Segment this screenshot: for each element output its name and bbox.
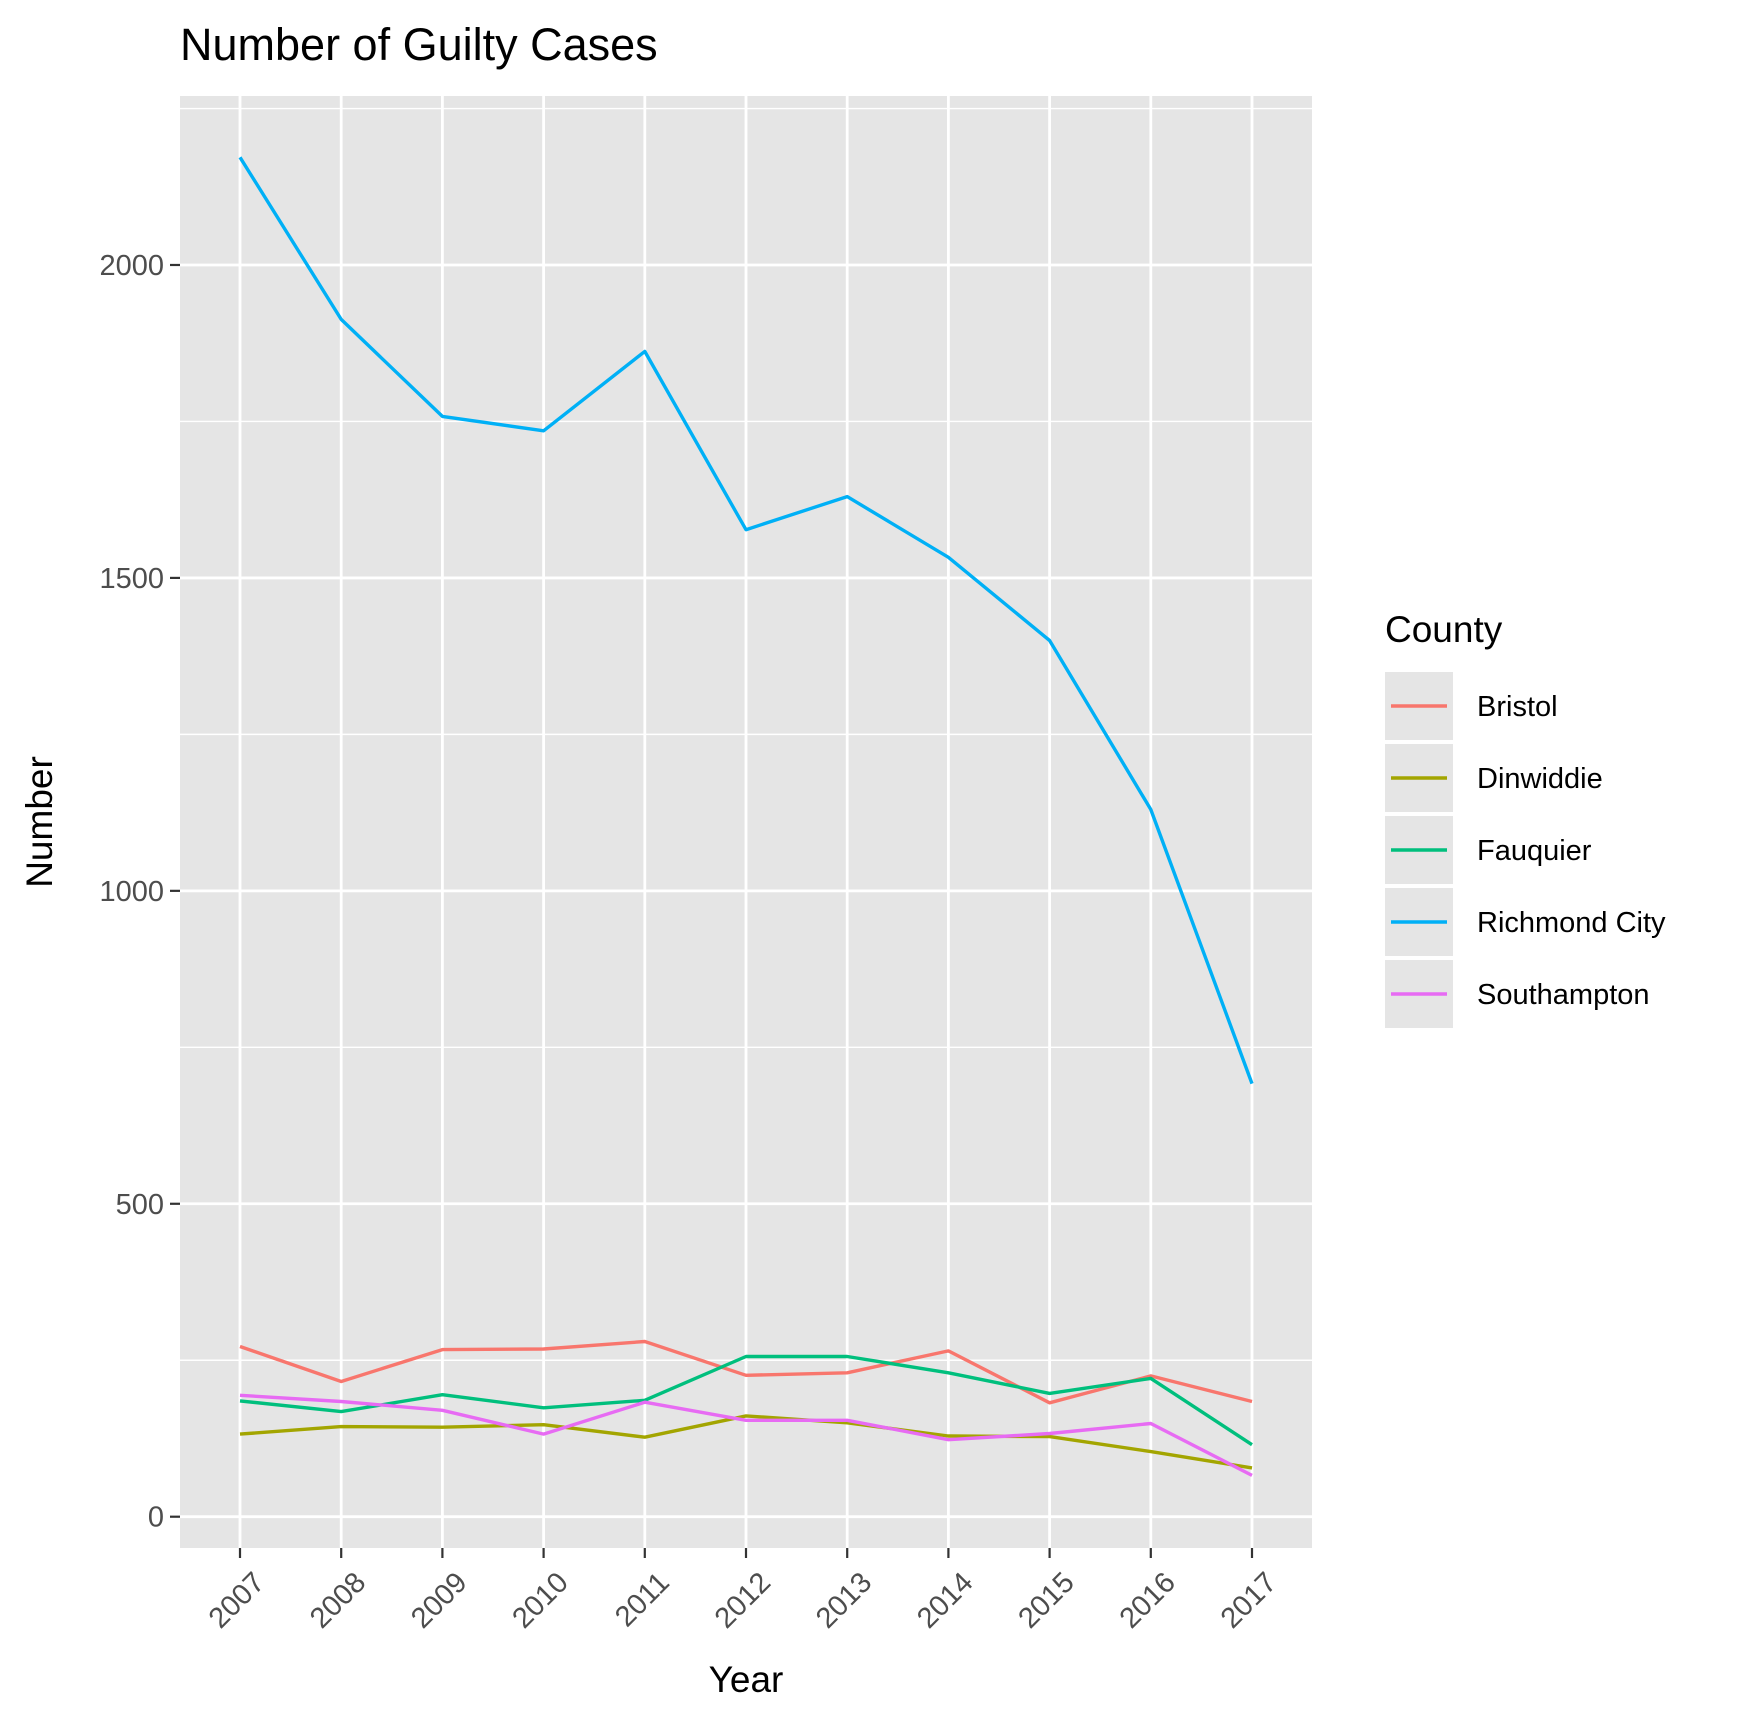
legend-item-richmond-city: Richmond City xyxy=(1385,888,1666,956)
y-tick-label: 1500 xyxy=(99,563,164,595)
series-line-richmond-city xyxy=(238,156,1254,1085)
series-line-southampton xyxy=(239,1393,1253,1477)
x-axis: 2007 2008 2009 2010 2011 2012 2013 2014 2015 2016… xyxy=(203,1548,1283,1635)
series-line-fauquier xyxy=(239,1354,1253,1447)
series-lines xyxy=(238,156,1254,1477)
legend-item-southampton: Southampton xyxy=(1385,960,1650,1028)
legend: County Bristol Dinwiddie Fauquier Richmond … xyxy=(1385,609,1666,1028)
chart-title: Number of Guilty Cases xyxy=(180,19,658,70)
series-line-bristol xyxy=(239,1339,1253,1405)
legend-label: Southampton xyxy=(1477,979,1650,1011)
y-tick-label: 0 xyxy=(148,1502,164,1534)
series-line-dinwiddie xyxy=(239,1414,1253,1470)
x-axis-title: Year xyxy=(709,1659,784,1700)
y-tick-label: 2000 xyxy=(99,250,164,282)
x-tick-label: 2011 xyxy=(609,1566,676,1633)
x-tick-label: 2007 xyxy=(203,1566,271,1634)
legend-item-fauquier: Fauquier xyxy=(1385,816,1592,884)
legend-item-bristol: Bristol xyxy=(1385,672,1558,740)
y-tick-label: 500 xyxy=(116,1189,164,1221)
legend-label: Dinwiddie xyxy=(1477,763,1603,795)
x-tick-label: 2015 xyxy=(1012,1566,1080,1634)
legend-label: Bristol xyxy=(1477,691,1558,723)
legend-title: County xyxy=(1385,609,1503,650)
legend-items: Bristol Dinwiddie Fauquier Richmond City Sou… xyxy=(1385,672,1666,1028)
legend-label: Fauquier xyxy=(1477,835,1592,867)
x-tick-label: 2008 xyxy=(304,1566,372,1634)
x-tick-label: 2012 xyxy=(709,1566,777,1634)
x-tick-label: 2013 xyxy=(810,1566,878,1634)
y-axis: 0 500 1000 1500 2000 xyxy=(99,250,180,1534)
legend-label: Richmond City xyxy=(1477,907,1666,939)
x-tick-label: 2010 xyxy=(506,1566,574,1634)
x-tick-label: 2009 xyxy=(405,1566,473,1634)
grid-major xyxy=(180,96,1312,1548)
x-tick-label: 2014 xyxy=(911,1566,979,1634)
x-tick-label: 2017 xyxy=(1215,1566,1283,1634)
y-axis-title: Number xyxy=(19,756,60,888)
legend-item-dinwiddie: Dinwiddie xyxy=(1385,744,1603,812)
y-tick-label: 1000 xyxy=(99,876,164,908)
x-tick-label: 2016 xyxy=(1114,1566,1182,1634)
